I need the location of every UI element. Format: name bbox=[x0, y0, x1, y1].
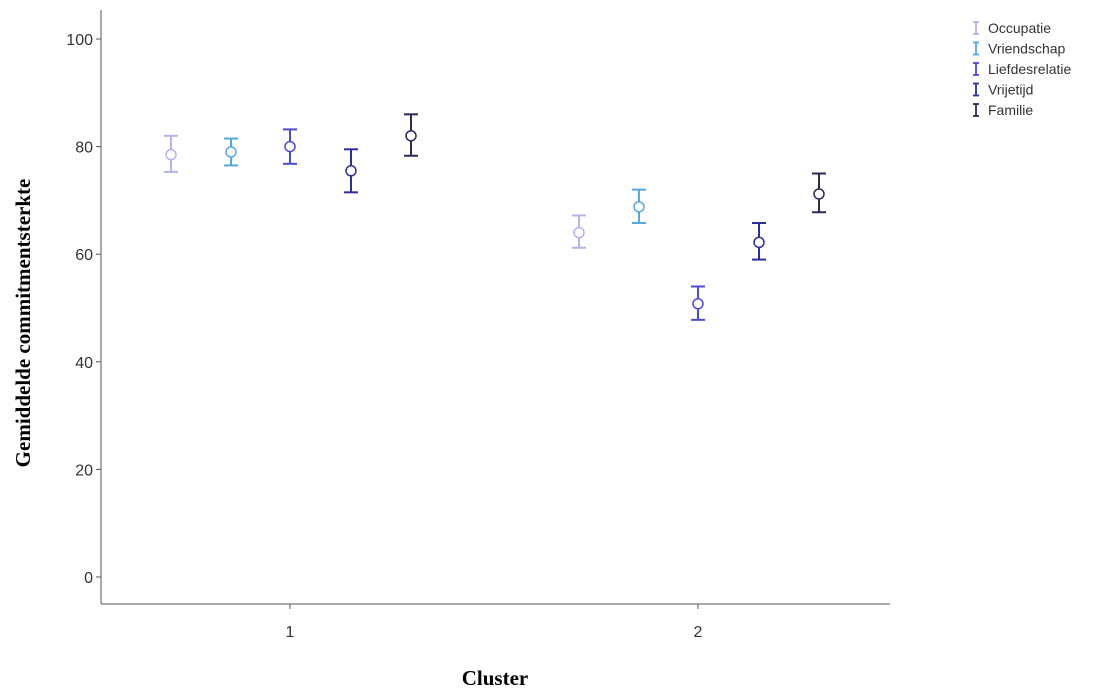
y-tick-label: 20 bbox=[75, 462, 93, 479]
y-axis-ticks: 0 20 40 60 80 100 bbox=[66, 32, 101, 587]
mean-marker bbox=[813, 188, 825, 200]
y-tick-label: 60 bbox=[75, 247, 93, 264]
x-tick-label: 1 bbox=[286, 624, 295, 641]
y-tick-label: 40 bbox=[75, 355, 93, 372]
mean-marker bbox=[633, 201, 645, 213]
legend-item-occupatie: Occupatie bbox=[973, 20, 1051, 36]
mean-marker bbox=[284, 140, 296, 153]
error-bar-vriendschap-cluster-2 bbox=[632, 188, 646, 224]
mean-marker bbox=[573, 226, 585, 239]
legend-label: Occupatie bbox=[988, 20, 1051, 36]
y-axis-title: Gemiddelde commitmentsterkte bbox=[11, 179, 35, 468]
legend-item-vriendschap: Vriendschap bbox=[973, 41, 1066, 57]
error-bar-vrijetijd-cluster-2 bbox=[752, 221, 766, 261]
x-axis-title: Cluster bbox=[462, 666, 529, 690]
mean-marker bbox=[345, 165, 357, 177]
legend-label: Vrijetijd bbox=[988, 82, 1033, 98]
legend-item-liefdesrelatie: Liefdesrelatie bbox=[973, 61, 1071, 77]
legend: Occupatie Vriendschap Liefdesrelatie Vrijet… bbox=[973, 20, 1071, 118]
x-tick-label: 2 bbox=[694, 624, 703, 641]
legend-label: Vriendschap bbox=[988, 41, 1066, 57]
error-bar-occupatie-cluster-2 bbox=[572, 214, 586, 249]
mean-marker bbox=[165, 148, 177, 161]
y-tick-label: 100 bbox=[66, 32, 93, 49]
error-bar-familie-cluster-2 bbox=[812, 172, 826, 214]
axes bbox=[100, 10, 890, 605]
y-tick-label: 80 bbox=[75, 140, 93, 157]
legend-label: Liefdesrelatie bbox=[988, 61, 1071, 77]
y-tick-label: 0 bbox=[84, 570, 93, 587]
mean-marker bbox=[753, 236, 765, 249]
data-marks bbox=[164, 113, 826, 321]
mean-marker bbox=[225, 146, 237, 158]
error-bar-liefdesrelatie-cluster-1 bbox=[283, 128, 297, 165]
legend-label: Familie bbox=[988, 102, 1033, 118]
legend-item-familie: Familie bbox=[973, 102, 1033, 118]
error-bar-liefdesrelatie-cluster-2 bbox=[691, 285, 705, 321]
error-bar-vrijetijd-cluster-1 bbox=[344, 148, 358, 194]
legend-item-vrijetijd: Vrijetijd bbox=[973, 82, 1033, 98]
error-bar-familie-cluster-1 bbox=[404, 113, 418, 157]
mean-marker bbox=[692, 297, 704, 310]
error-bar-vriendschap-cluster-1 bbox=[224, 137, 238, 167]
mean-marker bbox=[405, 130, 417, 142]
error-bar-occupatie-cluster-1 bbox=[164, 134, 178, 173]
